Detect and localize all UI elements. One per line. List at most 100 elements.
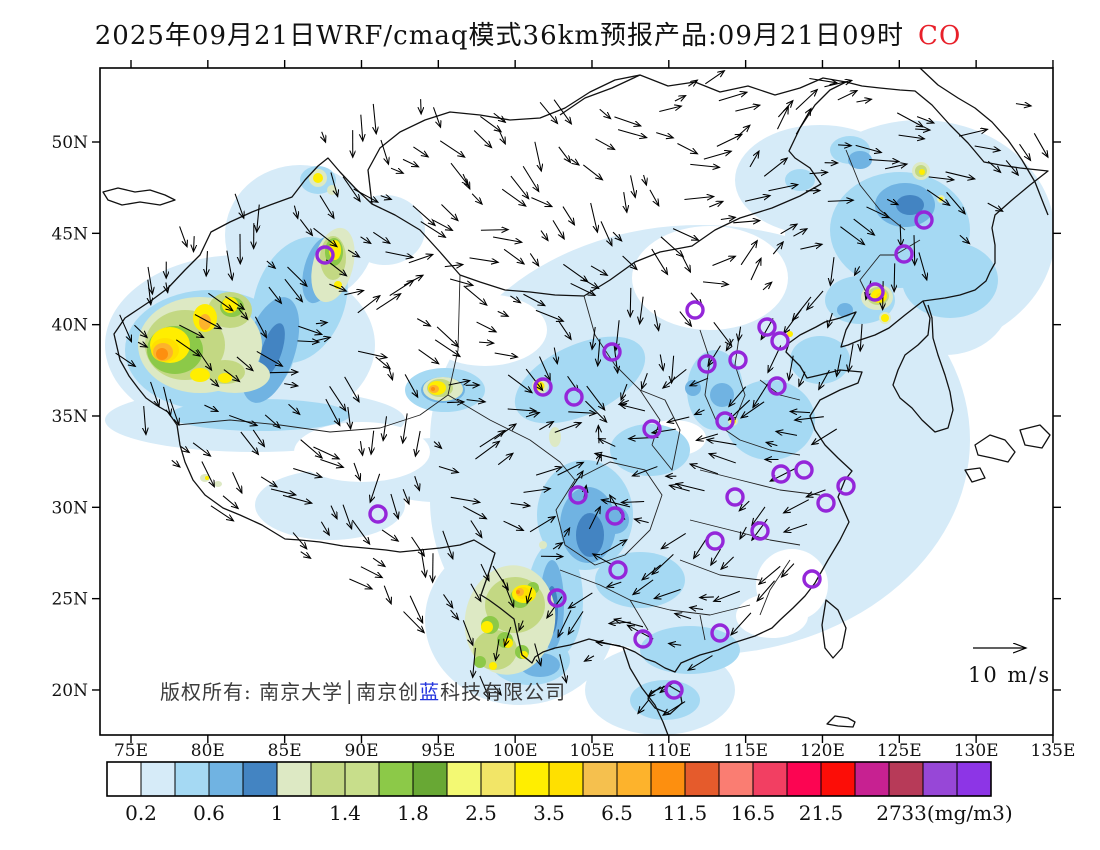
wind-arrow (718, 92, 747, 102)
colorbar-segment (242, 761, 278, 797)
wind-arrow (450, 496, 480, 502)
wind-arrow (300, 551, 311, 559)
wind-arrow (380, 196, 392, 200)
wind-arrow (208, 292, 232, 310)
wind-arrow (740, 241, 757, 266)
colorbar-segment (480, 761, 516, 797)
wind-arrow (531, 197, 552, 207)
wind-arrow (260, 476, 277, 487)
x-tick-label: 95E (421, 741, 455, 761)
wind-arrow (540, 230, 548, 241)
colorbar-label: 1 (271, 801, 284, 825)
wind-arrow (684, 196, 713, 199)
wind-arrow (134, 324, 147, 337)
station-marker (894, 244, 914, 264)
wind-arrow (313, 446, 339, 459)
wind-arrow (896, 112, 923, 127)
wind-arrow (529, 517, 555, 533)
wind-arrow (916, 116, 934, 123)
wind-arrow (777, 101, 793, 118)
wind-arrow (298, 325, 322, 334)
colorbar-segment (548, 761, 584, 797)
wind-arrow (501, 188, 526, 206)
station-marker (697, 354, 717, 374)
wind-arrow (539, 422, 553, 431)
station-marker (728, 350, 748, 370)
wind-arrow (1019, 143, 1031, 160)
wind-arrow (712, 256, 736, 267)
wind-arrow (593, 554, 614, 566)
x-tick-label: 125E (877, 741, 922, 761)
wind-arrow (470, 520, 482, 538)
wind-arrow (438, 466, 458, 473)
wind-arrow (945, 171, 975, 179)
station-marker (802, 569, 822, 589)
colorbar-segment (208, 761, 244, 797)
wind-arrow (179, 324, 203, 337)
wind-arrow (837, 91, 857, 101)
wind-arrow (329, 283, 346, 291)
wind-arrow (510, 175, 529, 199)
wind-arrow (299, 219, 312, 235)
y-axis-labels: 50N 45N 40N 35N 30N 25N 20N (51, 133, 88, 701)
wind-arrow (402, 158, 419, 166)
wind-arrow (696, 433, 719, 440)
wind-arrow (869, 160, 899, 162)
wind-arrow (663, 701, 686, 716)
wind-arrow (330, 505, 337, 519)
wind-arrow (620, 405, 646, 412)
wind-arrow (1005, 160, 1018, 175)
wind-arrow (974, 145, 1000, 151)
wind-arrow (709, 201, 723, 208)
wind-arrow (383, 416, 386, 440)
wind-arrow (325, 398, 340, 425)
wind-arrow (720, 217, 736, 219)
wind-arrow (848, 343, 854, 372)
wind-arrow (193, 236, 194, 252)
wind-arrow (525, 412, 539, 416)
wind-arrow (390, 493, 398, 519)
wind-arrow (614, 619, 644, 628)
wind-arrow (569, 592, 593, 608)
wind-arrow (959, 234, 970, 243)
wind-arrow (598, 425, 599, 444)
wind-arrow (703, 151, 731, 160)
station-marker (794, 460, 814, 480)
station-marker (710, 623, 730, 643)
wind-arrow (633, 579, 654, 595)
wind-arrow (420, 221, 446, 238)
wind-arrow (284, 384, 298, 386)
wind-arrow (617, 129, 647, 138)
wind-arrow (534, 643, 541, 665)
wind-arrow (766, 442, 778, 445)
wind-arrow (644, 174, 647, 185)
wind-arrow (600, 221, 612, 245)
wind-arrow (898, 134, 925, 139)
wind-arrow (357, 296, 380, 314)
wind-arrow (800, 244, 822, 250)
station-marker (608, 560, 628, 580)
wind-arrow (987, 202, 1003, 211)
wind-arrow (316, 337, 330, 341)
wind-arrow (652, 553, 674, 574)
wind-arrow (413, 146, 428, 157)
wind-arrow (436, 326, 458, 347)
wind-arrow (442, 530, 453, 559)
wind-arrow (269, 372, 298, 373)
south-island (826, 715, 856, 728)
wind-arrow (522, 165, 539, 191)
wind-arrow (552, 220, 564, 239)
station-marker (757, 317, 777, 337)
wind-arrow (347, 249, 359, 257)
wind-arrow (171, 459, 180, 467)
x-tick-label: 90E (344, 741, 378, 761)
wind-arrow (361, 114, 363, 141)
wind-arrow (480, 230, 508, 231)
wind-arrow (799, 371, 806, 387)
colorbar-segment (956, 761, 992, 797)
wind-arrow (655, 310, 659, 330)
china-border (113, 81, 1049, 673)
x-tick-label: 85E (268, 741, 302, 761)
wind-arrow (784, 523, 808, 532)
wind-arrow (497, 453, 513, 466)
